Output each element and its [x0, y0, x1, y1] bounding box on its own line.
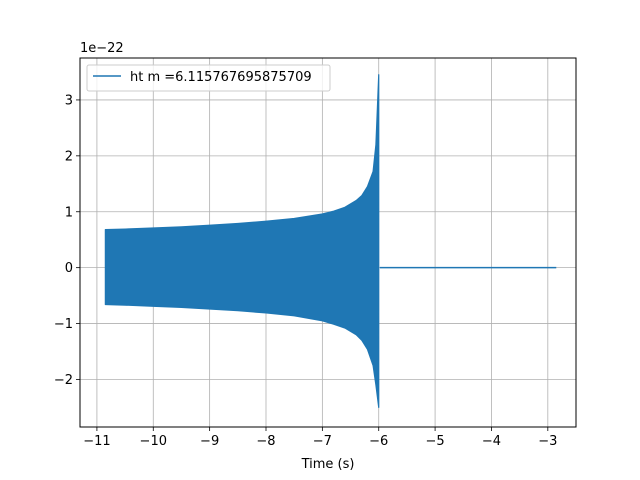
y-tick-label: 1: [65, 205, 73, 220]
x-tick-label: −3: [538, 434, 557, 449]
series-waveform: [104, 74, 380, 409]
legend-box: [86, 64, 331, 92]
x-tick-label: −4: [482, 434, 501, 449]
x-tick-label: −8: [256, 434, 275, 449]
x-axis-label: Time (s): [301, 457, 355, 472]
y-tick-label: 2: [65, 149, 73, 164]
legend-entry-label: ht m =6.115767695875709: [130, 70, 312, 85]
plot-area: [104, 74, 557, 409]
y-tick-label: −2: [54, 373, 73, 388]
x-tick-label: −7: [313, 434, 332, 449]
y-offset-label: 1e−22: [80, 41, 124, 56]
y-tick-label: 3: [65, 93, 73, 108]
x-tick-label: −6: [369, 434, 388, 449]
x-tick-label: −10: [140, 434, 167, 449]
legend: ht m =6.115767695875709: [86, 64, 331, 92]
axes-frame: [79, 57, 577, 428]
x-tick-label: −5: [426, 434, 445, 449]
y-tick-label: 0: [65, 261, 73, 276]
x-tick-label: −11: [83, 434, 110, 449]
x-tick-label: −9: [200, 434, 219, 449]
y-tick-label: −1: [54, 317, 73, 332]
